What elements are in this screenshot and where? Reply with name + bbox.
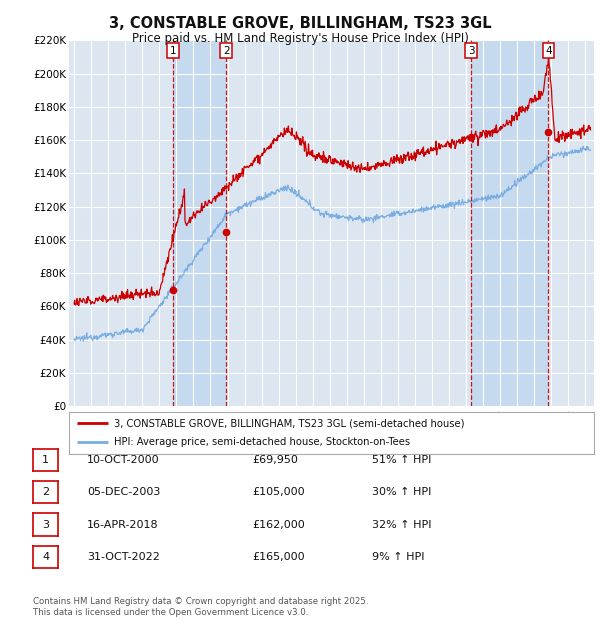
Text: 1: 1 — [169, 46, 176, 56]
Text: 3: 3 — [468, 46, 475, 56]
Text: Contains HM Land Registry data © Crown copyright and database right 2025.
This d: Contains HM Land Registry data © Crown c… — [33, 598, 368, 617]
Text: £162,000: £162,000 — [252, 520, 305, 529]
Text: 9% ↑ HPI: 9% ↑ HPI — [372, 552, 425, 562]
Text: 16-APR-2018: 16-APR-2018 — [87, 520, 158, 529]
Text: 1: 1 — [42, 455, 49, 465]
Text: 2: 2 — [223, 46, 229, 56]
Text: 4: 4 — [545, 46, 552, 56]
Text: 3, CONSTABLE GROVE, BILLINGHAM, TS23 3GL (semi-detached house): 3, CONSTABLE GROVE, BILLINGHAM, TS23 3GL… — [113, 418, 464, 428]
Text: 3: 3 — [42, 520, 49, 529]
Text: Price paid vs. HM Land Registry's House Price Index (HPI): Price paid vs. HM Land Registry's House … — [131, 32, 469, 45]
Text: 30% ↑ HPI: 30% ↑ HPI — [372, 487, 431, 497]
Text: 31-OCT-2022: 31-OCT-2022 — [87, 552, 160, 562]
Text: £165,000: £165,000 — [252, 552, 305, 562]
Text: 51% ↑ HPI: 51% ↑ HPI — [372, 455, 431, 465]
Text: 05-DEC-2003: 05-DEC-2003 — [87, 487, 160, 497]
Bar — [173, 40, 226, 406]
Text: £105,000: £105,000 — [252, 487, 305, 497]
Text: £69,950: £69,950 — [252, 455, 298, 465]
Bar — [471, 40, 548, 406]
Text: 3, CONSTABLE GROVE, BILLINGHAM, TS23 3GL: 3, CONSTABLE GROVE, BILLINGHAM, TS23 3GL — [109, 16, 491, 30]
Text: 32% ↑ HPI: 32% ↑ HPI — [372, 520, 431, 529]
Text: 2: 2 — [42, 487, 49, 497]
Text: HPI: Average price, semi-detached house, Stockton-on-Tees: HPI: Average price, semi-detached house,… — [113, 438, 410, 448]
Text: 10-OCT-2000: 10-OCT-2000 — [87, 455, 160, 465]
Text: 4: 4 — [42, 552, 49, 562]
